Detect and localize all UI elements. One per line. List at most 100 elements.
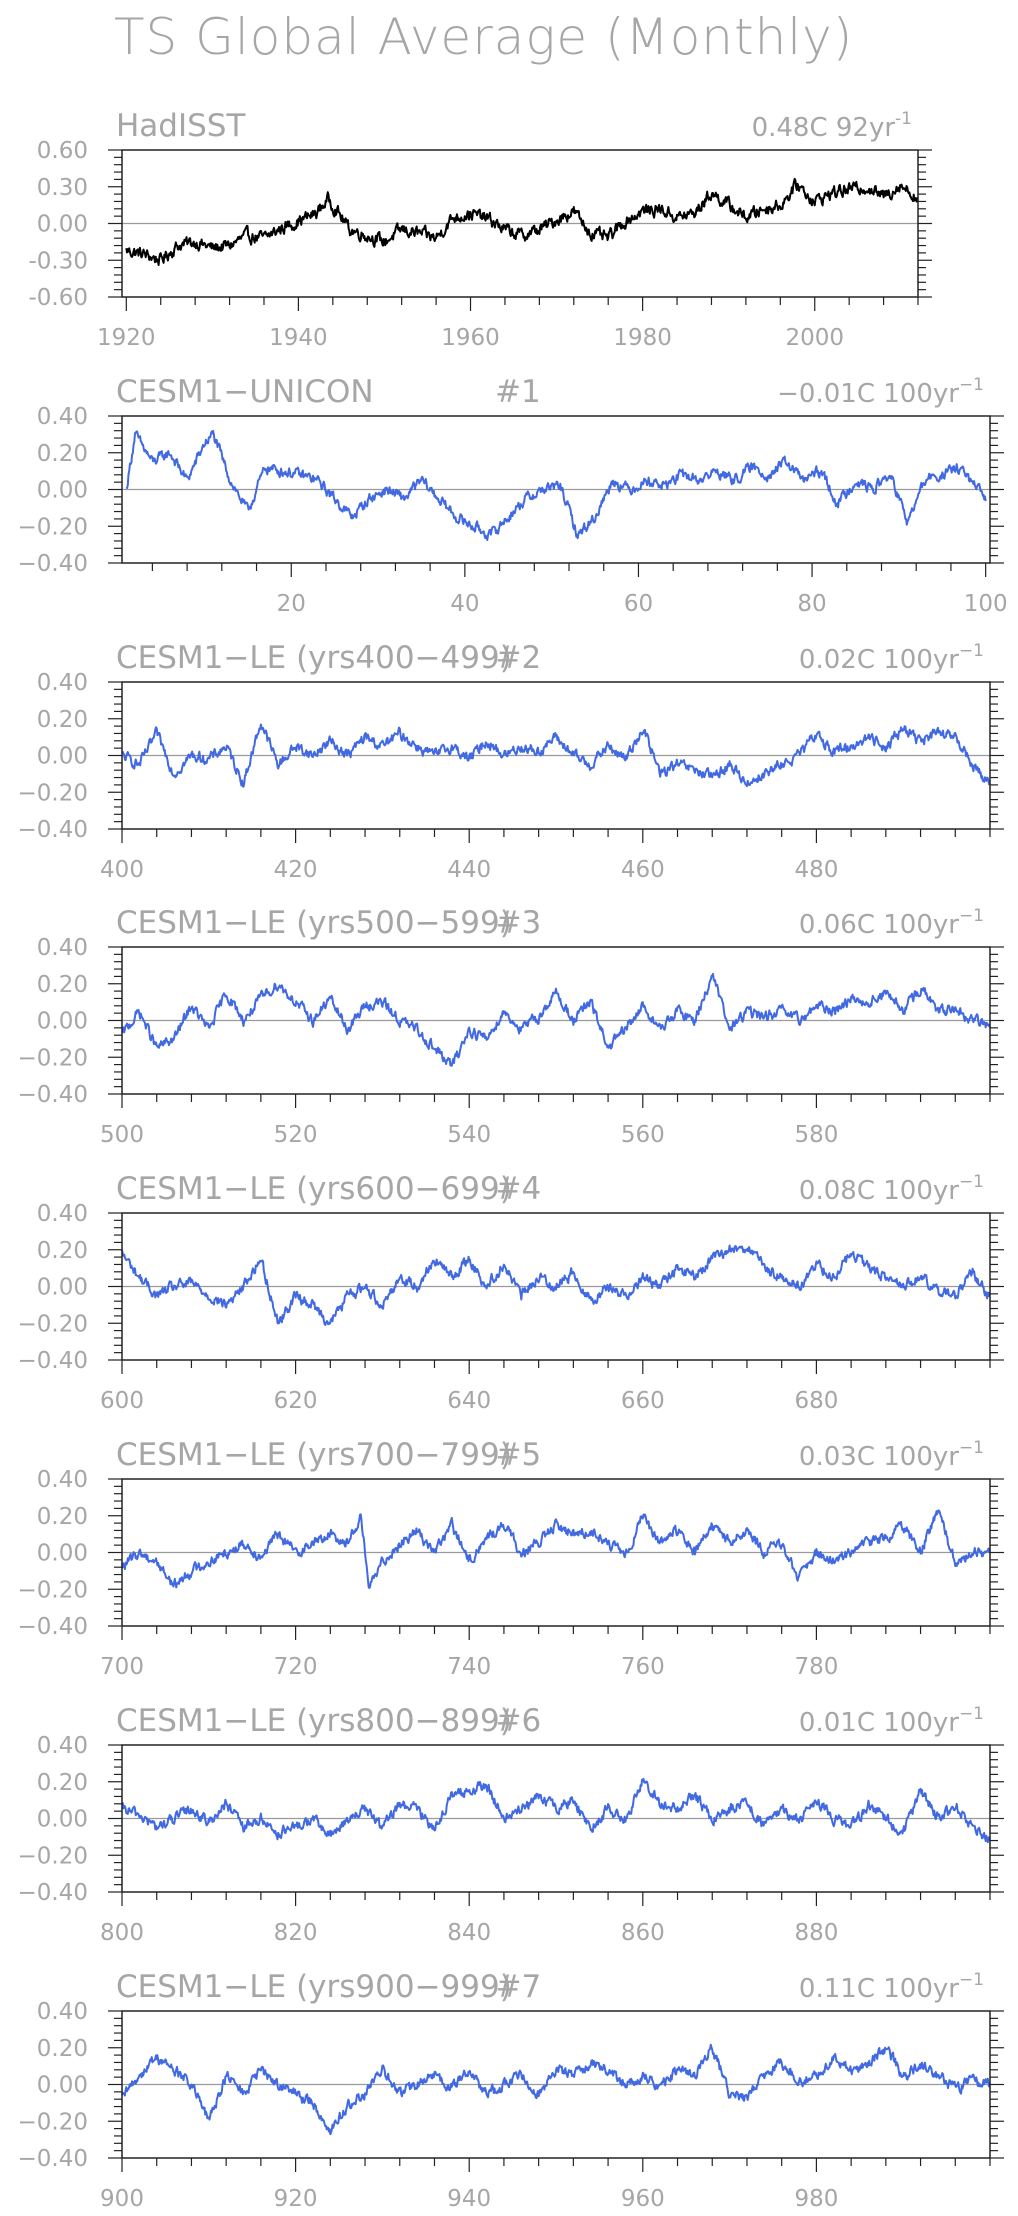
trend-value: 0.11C 100yr xyxy=(799,1974,959,2004)
series-line xyxy=(121,1244,991,1326)
y-tick-label: 0.00 xyxy=(37,1009,88,1035)
x-tick-label: 1960 xyxy=(441,325,500,351)
x-tick-label: 40 xyxy=(450,591,479,617)
trend-exponent: −1 xyxy=(959,375,984,395)
series-line xyxy=(125,429,987,541)
x-tick-label: 440 xyxy=(447,857,491,883)
x-tick-label: 700 xyxy=(100,1654,144,1680)
x-tick-label: 420 xyxy=(274,857,318,883)
trend-exponent: −1 xyxy=(959,906,984,926)
y-tick-label: 0.20 xyxy=(37,972,88,998)
x-tick-label: 840 xyxy=(447,1920,491,1946)
x-tick-label: 460 xyxy=(621,857,665,883)
y-tick-label: 0.40 xyxy=(37,1999,88,2025)
trend-label: 0.11C 100yr−1 xyxy=(799,1970,984,2004)
y-tick-label: -0.30 xyxy=(28,248,88,274)
x-tick-label: 540 xyxy=(447,1122,491,1148)
y-tick-label: 0.60 xyxy=(37,138,88,164)
x-tick-label: 20 xyxy=(277,591,306,617)
y-tick-label: −0.40 xyxy=(18,1880,88,1906)
y-tick-label: −0.40 xyxy=(18,551,88,577)
chart-panel-5: CESM1−LE (yrs600−699)#4 0.08C 100yr−1 0.40… xyxy=(18,1171,1004,1414)
trend-value: 0.01C 100yr xyxy=(799,1708,959,1738)
y-tick-label: −0.40 xyxy=(18,817,88,843)
x-tick-label: 780 xyxy=(794,1654,838,1680)
trend-value: 0.48C 92yr xyxy=(752,113,896,143)
x-tick-label: 980 xyxy=(794,2186,838,2212)
y-tick-label: −0.40 xyxy=(18,2146,88,2172)
y-tick-label: 0.40 xyxy=(37,1467,88,1493)
y-tick-label: −0.20 xyxy=(18,2109,88,2135)
panel-title: CESM1−LE (yrs400−499) xyxy=(116,640,512,676)
series-line xyxy=(125,177,919,266)
chart-panel-4: CESM1−LE (yrs500−599)#3 0.06C 100yr−1 0.40… xyxy=(18,905,1004,1148)
panel-number: #3 xyxy=(496,905,542,941)
x-tick-label: 860 xyxy=(621,1920,665,1946)
y-tick-label: 0.00 xyxy=(37,2073,88,2099)
y-tick-label: −0.20 xyxy=(18,1045,88,1071)
y-tick-label: −0.40 xyxy=(18,1348,88,1374)
y-tick-label: −0.40 xyxy=(18,1082,88,1108)
panel-number: #5 xyxy=(496,1437,542,1473)
chart-panel-2: CESM1−UNICON #1 −0.01C 100yr−1 0.40 0.20 0.00… xyxy=(18,374,1008,617)
x-tick-label: 720 xyxy=(274,1654,318,1680)
x-tick-label: 680 xyxy=(794,1388,838,1414)
x-tick-label: 80 xyxy=(797,591,826,617)
chart-panel-7: CESM1−LE (yrs800−899)#6 0.01C 100yr−1 0.40… xyxy=(18,1703,1004,1946)
y-tick-label: 0.20 xyxy=(37,2036,88,2062)
panel-title: CESM1−LE (yrs700−799) xyxy=(116,1437,512,1473)
y-tick-label: −0.20 xyxy=(18,1577,88,1603)
x-tick-label: 800 xyxy=(100,1920,144,1946)
trend-exponent: −1 xyxy=(959,1970,984,1990)
y-tick-label: 0.20 xyxy=(37,1504,88,1530)
y-tick-label: −0.20 xyxy=(18,1843,88,1869)
x-tick-label: 940 xyxy=(447,2186,491,2212)
y-tick-label: −0.40 xyxy=(18,1614,88,1640)
trend-exponent: −1 xyxy=(959,1438,984,1458)
x-tick-label: 880 xyxy=(794,1920,838,1946)
x-tick-label: 900 xyxy=(100,2186,144,2212)
trend-value: 0.02C 100yr xyxy=(799,645,959,675)
y-tick-label: 0.40 xyxy=(37,670,88,696)
trend-value: 0.03C 100yr xyxy=(799,1442,959,1472)
x-tick-label: 820 xyxy=(274,1920,318,1946)
trend-exponent: -1 xyxy=(895,109,912,129)
y-tick-label: 0.30 xyxy=(37,175,88,201)
y-tick-label: 0.00 xyxy=(37,212,88,238)
chart-panel-8: CESM1−LE (yrs900−999)#7 0.11C 100yr−1 0.40… xyxy=(18,1969,1004,2212)
x-tick-label: 640 xyxy=(447,1388,491,1414)
x-tick-label: 1920 xyxy=(97,325,156,351)
panel-number: #6 xyxy=(496,1703,542,1739)
x-tick-label: 480 xyxy=(794,857,838,883)
x-tick-label: 1940 xyxy=(269,325,328,351)
series-line xyxy=(121,972,991,1067)
panel-number: #1 xyxy=(495,374,541,410)
x-tick-label: 520 xyxy=(274,1122,318,1148)
y-tick-label: 0.00 xyxy=(37,478,88,504)
trend-label: −0.01C 100yr−1 xyxy=(777,375,984,409)
trend-label: 0.48C 92yr-1 xyxy=(752,109,912,143)
trend-label: 0.06C 100yr−1 xyxy=(799,906,984,940)
trend-exponent: −1 xyxy=(959,1172,984,1192)
x-tick-label: 920 xyxy=(274,2186,318,2212)
y-tick-label: 0.00 xyxy=(37,1807,88,1833)
series-line xyxy=(121,723,991,788)
panels: HadISST 0.48C 92yr-1 0.60 0.30 0.00 -0.30 -0.6… xyxy=(18,108,1008,2212)
x-tick-label: 600 xyxy=(100,1388,144,1414)
x-tick-label: 660 xyxy=(621,1388,665,1414)
y-tick-label: −0.20 xyxy=(18,514,88,540)
trend-label: 0.03C 100yr−1 xyxy=(799,1438,984,1472)
chart-panel-1: HadISST 0.48C 92yr-1 0.60 0.30 0.00 -0.30 -0.6… xyxy=(28,108,932,351)
y-tick-label: 0.40 xyxy=(37,404,88,430)
y-tick-label: 0.40 xyxy=(37,935,88,961)
y-tick-label: 0.40 xyxy=(37,1201,88,1227)
y-tick-label: 0.00 xyxy=(37,1541,88,1567)
x-tick-label: 580 xyxy=(794,1122,838,1148)
trend-exponent: −1 xyxy=(959,1704,984,1724)
x-tick-label: 100 xyxy=(964,591,1008,617)
y-tick-label: 0.20 xyxy=(37,1238,88,1264)
y-tick-label: 0.00 xyxy=(37,1275,88,1301)
trend-label: 0.02C 100yr−1 xyxy=(799,641,984,675)
panel-title: CESM1−LE (yrs500−599) xyxy=(116,905,512,941)
